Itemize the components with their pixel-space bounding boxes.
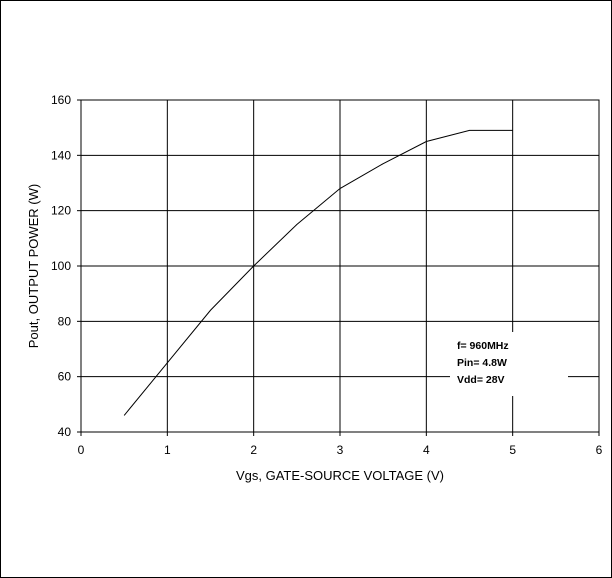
y-tick-label: 80: [58, 314, 72, 328]
x-tick-label: 1: [164, 443, 171, 457]
y-tick-label: 60: [58, 370, 72, 384]
x-tick-label: 6: [596, 443, 603, 457]
x-tick-label: 4: [423, 443, 430, 457]
y-tick-label: 120: [51, 204, 71, 218]
x-tick-label: 3: [337, 443, 344, 457]
grid-layer: [81, 100, 599, 432]
tick-label-layer: 0 1 2 3 4 5 6 40 60 80 100 120 140 160: [51, 93, 603, 457]
y-tick-label: 140: [51, 148, 71, 162]
x-tick-label: 0: [78, 443, 85, 457]
output-power-curve: [123, 129, 513, 416]
annotation-input-power: Pin= 4.8W: [457, 357, 507, 369]
annotation-frequency: f= 960MHz: [457, 340, 509, 352]
test-condition-annotation: f= 960MHz Pin= 4.8W Vdd= 28V: [450, 332, 568, 396]
x-axis-label: Vgs, GATE-SOURCE VOLTAGE (V): [236, 468, 444, 483]
annotation-background: [450, 332, 568, 396]
x-tick-label: 5: [509, 443, 516, 457]
y-tick-label: 40: [58, 425, 72, 439]
series-layer: [123, 129, 513, 416]
y-axis-label: Pout, OUTPUT POWER (W): [26, 184, 41, 348]
y-tick-label: 100: [51, 259, 71, 273]
x-tick-label: 2: [250, 443, 257, 457]
y-tick-label: 160: [51, 93, 71, 107]
annotation-drain-voltage: Vdd= 28V: [457, 374, 505, 386]
